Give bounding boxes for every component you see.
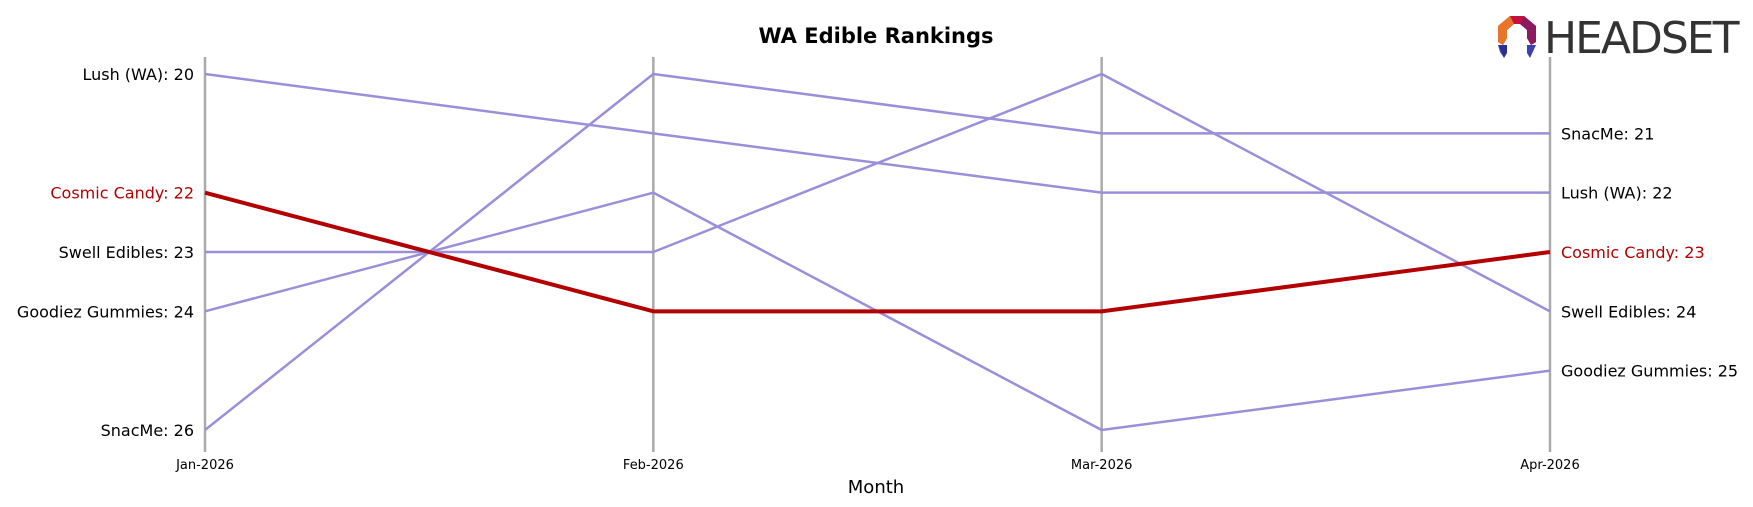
x-tick-label: Feb-2026 <box>623 458 684 473</box>
start-label-swell-edibles: Swell Edibles: 23 <box>59 243 194 262</box>
x-tick-label: Apr-2026 <box>1520 458 1579 473</box>
series-lines <box>204 72 1551 432</box>
chart-title: WA Edible Rankings <box>758 24 993 48</box>
end-label-swell-edibles: Swell Edibles: 24 <box>1561 302 1696 321</box>
start-label-cosmic-candy: Cosmic Candy: 22 <box>50 184 194 203</box>
start-label-goodiez-gummies: Goodiez Gummies: 24 <box>17 302 194 321</box>
end-label-lush-wa: Lush (WA): 22 <box>1561 184 1673 203</box>
rank-labels: Lush (WA): 20 Cosmic Candy: 22 Swell Edibl… <box>17 65 1738 440</box>
start-label-lush-wa: Lush (WA): 20 <box>82 65 194 84</box>
end-label-goodiez-gummies: Goodiez Gummies: 25 <box>1561 362 1738 381</box>
x-tick-label: Mar-2026 <box>1071 458 1132 473</box>
series-line-cosmic-candy <box>204 190 1551 314</box>
headset-logo-icon <box>1498 16 1536 58</box>
headset-logo-text: HEADSET <box>1544 13 1740 64</box>
end-label-snacme: SnacMe: 21 <box>1561 124 1654 143</box>
x-tick-label: Jan-2026 <box>175 458 234 473</box>
headset-logo: HEADSET <box>1498 13 1742 64</box>
start-label-snacme: SnacMe: 26 <box>101 421 194 440</box>
x-tick-labels: Jan-2026 Feb-2026 Mar-2026 Apr-2026 <box>175 458 1580 473</box>
month-axes <box>203 57 1552 452</box>
end-label-cosmic-candy: Cosmic Candy: 23 <box>1561 243 1705 262</box>
x-axis-title: Month <box>848 477 904 498</box>
